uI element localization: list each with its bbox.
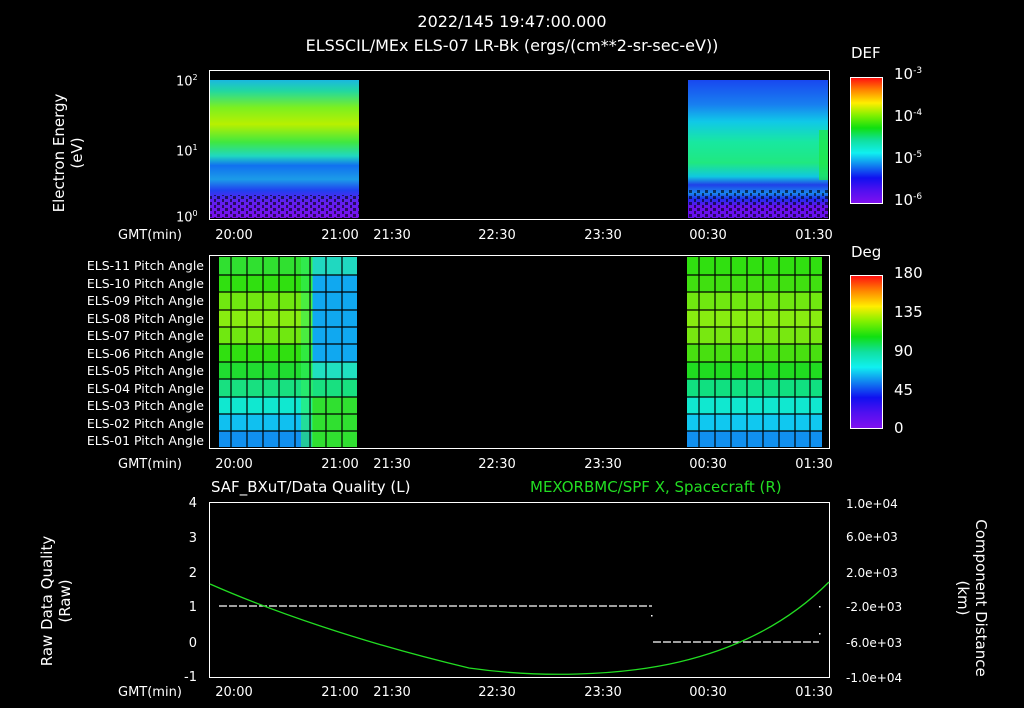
distance-ylabel-text: Component Distance [972, 519, 990, 677]
ytick-left: -1 [184, 670, 197, 685]
p3-xtick: 00:30 [689, 685, 727, 700]
pa-row-label: ELS-04 Pitch Angle [86, 380, 204, 396]
ytick-left: 4 [188, 496, 197, 511]
quality-ylabel: Raw Data Quality (Raw) [38, 521, 74, 681]
pa-row-label: ELS-09 Pitch Angle [86, 293, 204, 308]
p1-xtick: 20:00 [215, 228, 253, 243]
pa-row-label: ELS-06 Pitch Angle [86, 345, 204, 361]
left-series-title: SAF_BXuT/Data Quality (L) [211, 478, 411, 496]
ytick-right: -6.0e+03 [846, 636, 903, 650]
ytick-10e1: 101 [176, 143, 198, 160]
pa-row-label: ELS-02 Pitch Angle [86, 415, 204, 431]
pa-row-label: ELS-03 Pitch Angle [86, 398, 204, 413]
deg-tick: 135 [894, 303, 923, 321]
pa-row-label: ELS-07 Pitch Angle [86, 328, 204, 343]
quality-ylabel-text: Raw Data Quality [38, 535, 56, 667]
quality-ylabel-unit: (Raw) [56, 579, 74, 623]
distance-ylabel: Component Distance (km) [954, 508, 990, 688]
p2-xtick: 20:00 [215, 457, 253, 472]
plot-title: ELSSCIL/MEx ELS-07 LR-Bk (ergs/(cm**2-sr… [305, 36, 719, 55]
p3-xtick: 21:30 [373, 685, 411, 700]
ytick-right: 6.0e+03 [846, 530, 898, 544]
p2-xtick: 21:30 [373, 457, 411, 472]
pa-row-label: ELS-05 Pitch Angle [86, 363, 204, 378]
p3-xtick: 21:00 [321, 685, 359, 700]
plot-timestamp: 2022/145 19:47:00.000 [417, 12, 607, 31]
p3-gmt-label: GMT(min) [118, 685, 182, 700]
p3-xtick: 22:30 [478, 685, 516, 700]
energy-spectrogram [210, 80, 828, 218]
def-colorbar [850, 77, 883, 204]
ytick-10e0: 100 [176, 209, 198, 226]
p2-xtick: 00:30 [689, 457, 727, 472]
ytick-left: 2 [188, 566, 197, 581]
pa-row-label: ELS-10 Pitch Angle [86, 275, 204, 291]
p3-xtick: 23:30 [584, 685, 622, 700]
right-series-title: MEXORBMC/SPF X, Spacecraft (R) [530, 478, 782, 496]
pitch-plot-frame [209, 255, 830, 449]
energy-ylabel: Electron Energy (eV) [50, 73, 86, 233]
ytick-left: 1 [188, 600, 197, 615]
ytick-right: 2.0e+03 [846, 566, 898, 580]
line-plot [209, 581, 830, 675]
energy-plot-frame [209, 70, 830, 220]
pa-row-label: ELS-11 Pitch Angle [86, 258, 204, 273]
p1-xtick: 00:30 [689, 228, 727, 243]
deg-tick: 180 [894, 264, 923, 282]
pa-row-label: ELS-08 Pitch Angle [86, 310, 204, 326]
ytick-left: 0 [188, 636, 197, 651]
p3-xtick: 20:00 [215, 685, 253, 700]
p2-xtick: 23:30 [584, 457, 622, 472]
def-tick-1e-3: 10-3 [894, 65, 923, 83]
line-plot-frame [209, 502, 830, 678]
ytick-right: 1.0e+04 [846, 497, 898, 511]
p1-gmt-label: GMT(min) [118, 228, 182, 243]
p1-xtick: 01:30 [795, 228, 833, 243]
def-tick-1e-4: 10-4 [894, 107, 923, 125]
deg-tick: 45 [894, 381, 914, 399]
ytick-right: -1.0e+04 [846, 671, 903, 685]
pitch-angle-grid [219, 257, 822, 447]
deg-colorbar-title: Deg [851, 243, 882, 261]
def-tick-1e-6: 10-6 [894, 191, 923, 209]
p1-xtick: 23:30 [584, 228, 622, 243]
p1-xtick: 21:30 [373, 228, 411, 243]
p1-xtick: 22:30 [478, 228, 516, 243]
p2-gmt-label: GMT(min) [118, 457, 182, 472]
p2-xtick: 22:30 [478, 457, 516, 472]
energy-ylabel-unit: (eV) [68, 137, 86, 169]
p3-xtick: 01:30 [795, 685, 833, 700]
p1-xtick: 21:00 [321, 228, 359, 243]
def-tick-1e-5: 10-5 [894, 149, 923, 167]
p2-xtick: 21:00 [321, 457, 359, 472]
deg-tick: 90 [894, 342, 914, 360]
ytick-right: -2.0e+03 [846, 600, 903, 614]
p2-xtick: 01:30 [795, 457, 833, 472]
ytick-10e2: 102 [176, 73, 198, 90]
pa-row-label: ELS-01 Pitch Angle [86, 433, 204, 448]
def-colorbar-title: DEF [851, 44, 881, 62]
deg-colorbar [850, 275, 883, 429]
deg-tick: 0 [894, 419, 904, 437]
distance-ylabel-unit: (km) [954, 580, 972, 616]
energy-ylabel-text: Electron Energy [50, 93, 68, 213]
ytick-left: 3 [188, 531, 197, 546]
